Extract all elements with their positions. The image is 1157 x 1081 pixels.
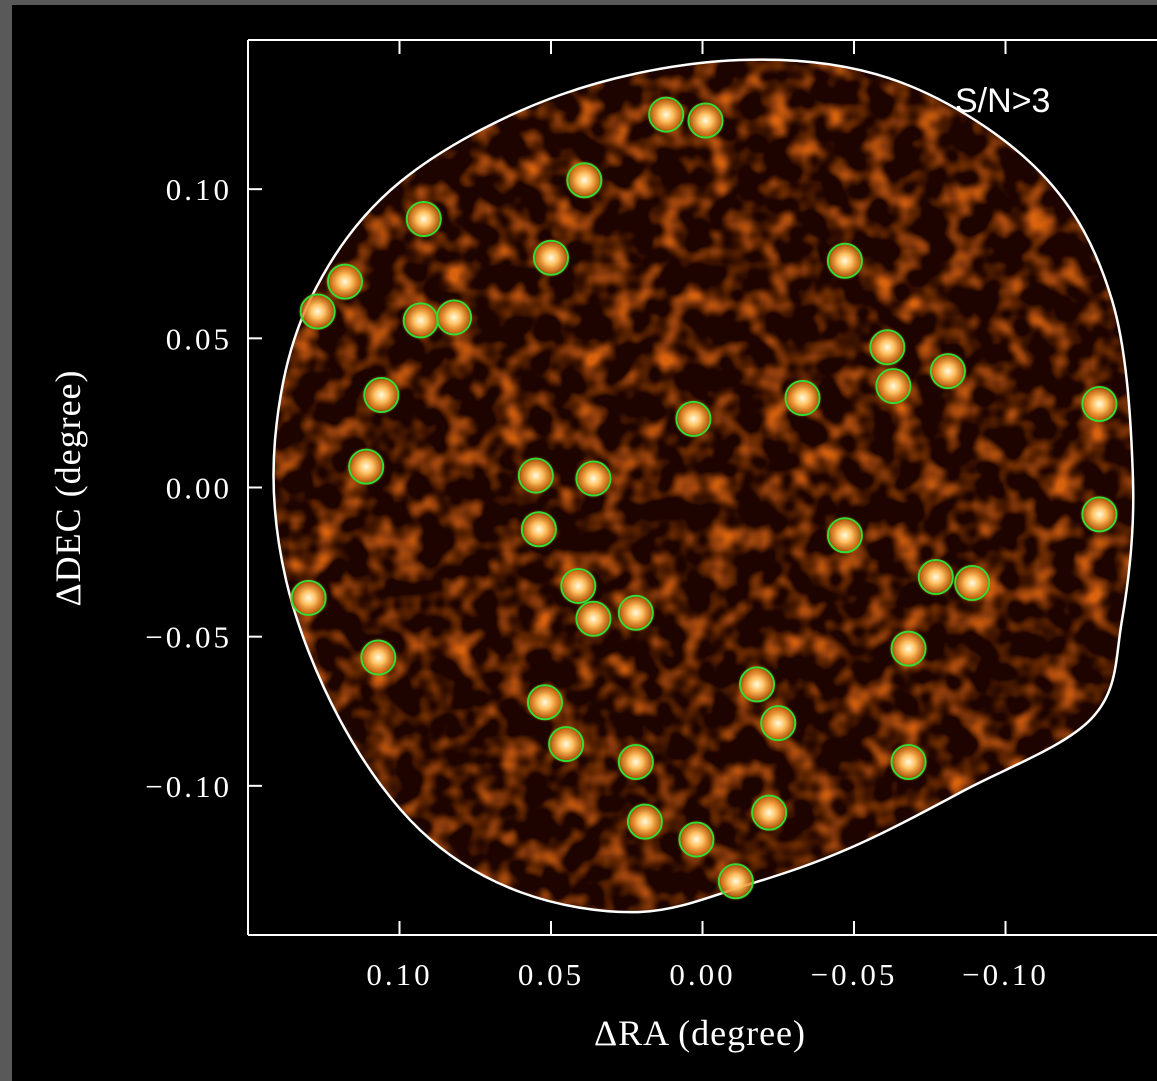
source-marker xyxy=(363,377,400,414)
source-glow xyxy=(288,577,329,618)
sky-map xyxy=(273,59,1134,913)
source-glow xyxy=(824,240,865,281)
source-glow xyxy=(915,557,956,597)
source-glow xyxy=(867,327,908,368)
source-marker xyxy=(290,579,327,616)
source-glow xyxy=(346,446,387,487)
x-tick-label: 0.10 xyxy=(366,957,432,992)
source-marker xyxy=(760,705,797,742)
source-glow xyxy=(715,861,756,902)
source-glow xyxy=(873,366,914,407)
source-marker xyxy=(405,201,442,237)
source-marker xyxy=(617,594,654,631)
sources xyxy=(288,94,1120,902)
source-marker xyxy=(360,639,397,676)
chart: S/N>3 ΔRA (degree) ΔDEC (degree) 0.10 0.0… xyxy=(48,39,1157,1053)
x-tick-label: 0.00 xyxy=(669,957,735,992)
source-glow xyxy=(564,160,605,201)
source-glow xyxy=(646,94,687,135)
annotation: S/N>3 xyxy=(955,82,1050,120)
y-tick-label: 0.00 xyxy=(166,471,232,506)
source-marker xyxy=(299,293,336,330)
source-glow xyxy=(676,819,717,860)
source-glow xyxy=(400,300,441,341)
source-glow xyxy=(615,741,656,782)
source-marker xyxy=(784,380,821,416)
source-marker xyxy=(675,400,712,437)
source-marker xyxy=(954,564,991,601)
source-marker xyxy=(739,666,776,703)
source-marker xyxy=(929,353,966,390)
source-glow xyxy=(573,598,614,639)
source-glow xyxy=(758,703,799,744)
y-tick-label: 0.05 xyxy=(166,321,232,356)
source-glow xyxy=(515,455,556,496)
source-marker xyxy=(890,630,927,667)
source-marker xyxy=(875,368,912,405)
source-glow xyxy=(749,792,790,833)
source-glow xyxy=(952,562,993,603)
source-glow xyxy=(782,378,823,418)
source-glow xyxy=(624,801,665,842)
source-glow xyxy=(531,237,571,278)
y-tick-label: 0.10 xyxy=(166,172,232,207)
source-glow xyxy=(324,261,365,302)
source-marker xyxy=(1081,496,1118,533)
source-marker xyxy=(890,743,927,780)
source-glow xyxy=(524,682,565,723)
source-marker xyxy=(626,803,663,840)
source-glow xyxy=(927,351,968,392)
source-marker xyxy=(751,794,788,831)
source-glow xyxy=(1079,494,1120,535)
field-boundary xyxy=(272,58,1135,914)
source-glow xyxy=(737,664,778,705)
source-marker xyxy=(1081,385,1118,422)
source-marker xyxy=(520,511,557,548)
source-marker xyxy=(687,102,724,139)
x-tick-label: −0.05 xyxy=(811,957,898,992)
y-tick-label: −0.05 xyxy=(145,620,232,655)
source-glow xyxy=(824,515,865,556)
plot-panel: S/N>3 ΔRA (degree) ΔDEC (degree) 0.10 0.0… xyxy=(12,5,1157,1081)
source-marker xyxy=(526,684,563,721)
source-marker xyxy=(566,162,603,199)
source-marker xyxy=(436,299,473,336)
source-marker xyxy=(826,517,863,554)
source-glow xyxy=(685,100,726,141)
source-glow xyxy=(518,509,559,550)
source-glow xyxy=(403,199,444,239)
source-glow xyxy=(361,375,402,416)
source-glow xyxy=(1079,383,1120,424)
source-glow xyxy=(573,458,614,499)
source-glow xyxy=(673,398,714,439)
source-marker xyxy=(560,567,597,604)
source-glow xyxy=(888,628,929,669)
source-glow xyxy=(615,592,656,633)
source-marker xyxy=(869,329,906,366)
source-marker xyxy=(917,559,954,595)
source-marker xyxy=(517,457,554,494)
source-glow xyxy=(546,724,587,765)
x-tick-label: −0.10 xyxy=(962,957,1049,992)
source-marker xyxy=(717,863,754,900)
source-marker xyxy=(678,821,715,858)
source-marker xyxy=(533,239,569,276)
source-glow xyxy=(888,741,929,782)
source-marker xyxy=(575,600,612,637)
source-glow xyxy=(434,297,475,338)
source-marker xyxy=(826,242,863,279)
source-marker xyxy=(326,263,363,300)
y-tick-label: −0.10 xyxy=(145,769,232,804)
source-glow xyxy=(297,291,338,332)
source-marker xyxy=(548,726,585,763)
source-marker xyxy=(648,96,685,133)
source-marker xyxy=(617,743,654,780)
source-glow xyxy=(358,637,399,678)
x-tick-label: 0.05 xyxy=(518,957,584,992)
source-glow xyxy=(558,565,599,606)
y-axis-label: ΔDEC (degree) xyxy=(48,369,88,606)
source-marker xyxy=(575,460,612,497)
source-marker xyxy=(348,448,385,485)
x-axis-label: ΔRA (degree) xyxy=(594,1013,806,1053)
